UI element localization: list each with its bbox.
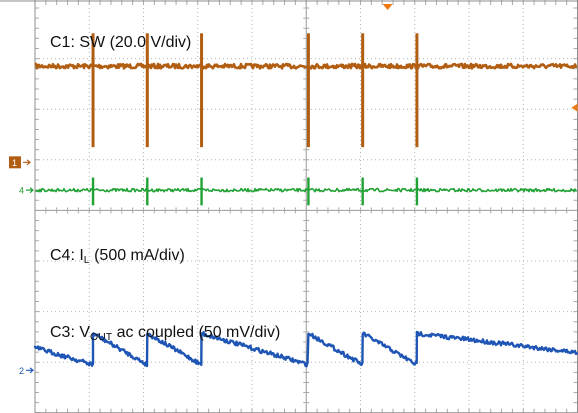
vout-trace bbox=[33, 330, 578, 368]
il-spike bbox=[361, 177, 364, 206]
c3-label: C3: VOUT ac coupled (50 mV/div) bbox=[50, 324, 280, 343]
sw-spike bbox=[145, 33, 149, 148]
trigger-level-icon bbox=[571, 103, 578, 112]
sw-spike bbox=[306, 33, 310, 148]
c3-label-subscript: OUT bbox=[90, 331, 113, 343]
c3-label-suffix: ac coupled (50 mV/div) bbox=[112, 324, 280, 341]
ch2-arrow-icon bbox=[26, 367, 34, 374]
sw-spike bbox=[200, 33, 204, 148]
c4-label-subscript: L bbox=[84, 254, 90, 266]
trigger-position-icon bbox=[382, 4, 393, 10]
c4-label-prefix: C4: I bbox=[50, 247, 84, 264]
sw-spike bbox=[361, 33, 365, 148]
ch1-arrow-icon bbox=[23, 159, 31, 166]
ch4-arrow-icon bbox=[26, 187, 34, 194]
il-spike bbox=[307, 177, 310, 206]
sw-spike bbox=[91, 33, 95, 148]
ch1-marker-label: 1 bbox=[12, 158, 17, 168]
channel-markers: 1 4 2 bbox=[9, 4, 578, 376]
sw-trace bbox=[34, 62, 578, 70]
il-spike bbox=[146, 177, 149, 206]
ch1-marker bbox=[9, 156, 21, 169]
il-trace bbox=[35, 187, 577, 193]
il-spike bbox=[415, 177, 419, 206]
c4-label-suffix: (500 mA/div) bbox=[90, 247, 185, 264]
c1-label: C1: SW (20.0 V/div) bbox=[50, 34, 191, 51]
ch2-marker-label: 2 bbox=[19, 366, 24, 376]
il-spike bbox=[200, 177, 203, 206]
il-spike bbox=[91, 177, 95, 206]
ch4-marker-label: 4 bbox=[19, 186, 24, 196]
c4-label: C4: IL (500 mA/div) bbox=[50, 247, 185, 266]
traces bbox=[33, 33, 578, 368]
sw-spike bbox=[415, 33, 419, 148]
c3-label-prefix: C3: V bbox=[50, 324, 90, 341]
